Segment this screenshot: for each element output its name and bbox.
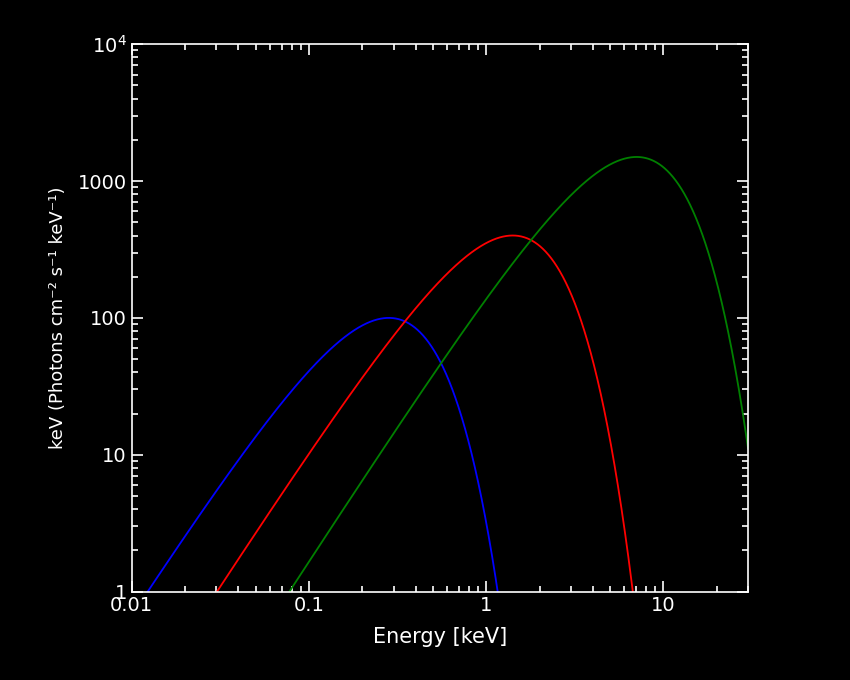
Y-axis label: keV (Photons cm⁻² s⁻¹ keV⁻¹): keV (Photons cm⁻² s⁻¹ keV⁻¹) bbox=[48, 186, 66, 449]
X-axis label: Energy [keV]: Energy [keV] bbox=[373, 626, 507, 647]
